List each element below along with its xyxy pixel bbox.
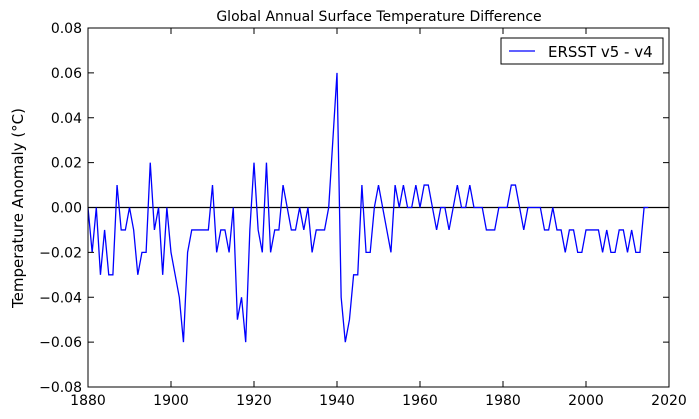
- y-tick-label: −0.08: [39, 380, 82, 396]
- y-tick-label: −0.04: [39, 290, 82, 306]
- y-tick-label: −0.06: [39, 335, 82, 351]
- chart-title: Global Annual Surface Temperature Differ…: [216, 9, 541, 25]
- y-tick-label: −0.02: [39, 245, 82, 261]
- y-tick-label: 0.08: [51, 21, 82, 37]
- y-tick-label: 0.04: [51, 111, 82, 127]
- x-tick-label: 2020: [651, 393, 687, 409]
- x-tick-label: 1920: [236, 393, 272, 409]
- y-tick-label: 0.02: [51, 156, 82, 172]
- series-line-ersst-v5-v4: [88, 72, 649, 343]
- x-tick-label: 2000: [568, 393, 604, 409]
- y-axis-label: Temperature Anomaly (°C): [9, 108, 27, 309]
- legend: ERSST v5 - v4: [500, 37, 664, 65]
- y-tick-label: 0.00: [51, 201, 82, 217]
- y-tick-label: 0.06: [51, 66, 82, 82]
- plot-frame: [87, 27, 670, 388]
- x-tick-label: 1980: [485, 393, 521, 409]
- plot-area: [88, 72, 669, 343]
- legend-label: ERSST v5 - v4: [548, 43, 653, 61]
- x-tick-label: 1900: [153, 393, 189, 409]
- x-tick-label: 1940: [319, 393, 355, 409]
- x-tick-label: 1880: [70, 393, 106, 409]
- x-tick-label: 1960: [402, 393, 438, 409]
- axis-tick-labels: 1880 1900 1920 1940 1960 1980 2000 2020 −0.08 −0.…: [39, 21, 687, 409]
